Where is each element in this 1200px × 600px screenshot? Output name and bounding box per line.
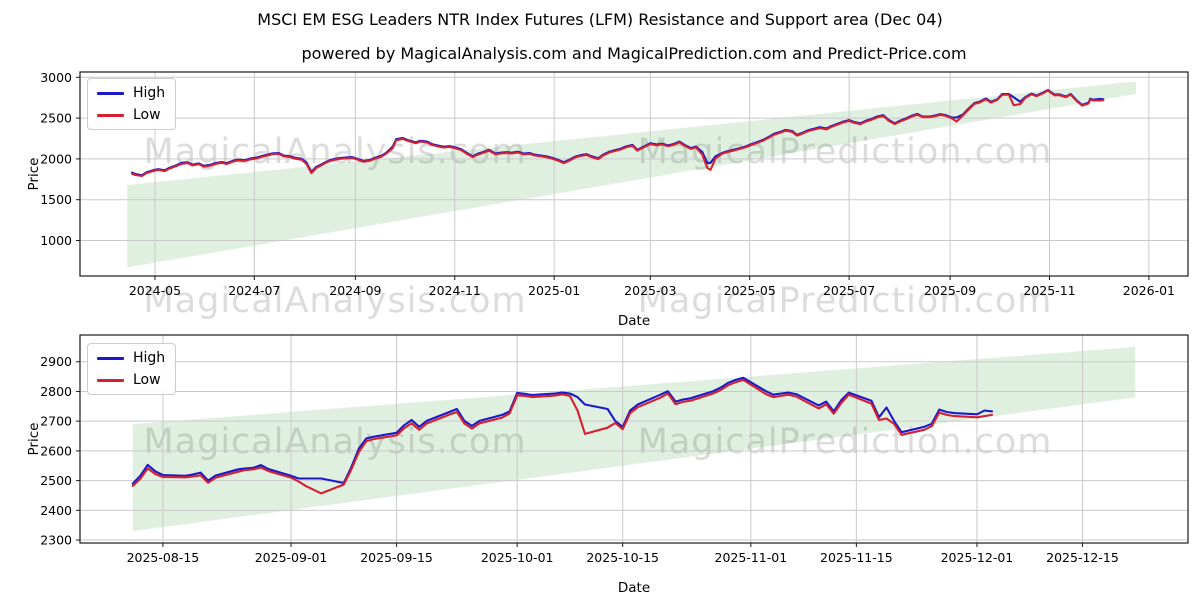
x-tick-label: 2025-12-15 (1046, 550, 1119, 565)
watermark-text: MagicalAnalysis.com (143, 422, 526, 462)
y-tick-label: 2400 (40, 503, 72, 518)
high-line (131, 376, 994, 485)
x-tick-label: 2025-09 (924, 283, 976, 298)
legend-label-high: High (133, 350, 166, 366)
x-tick-label: 2025-11-01 (715, 550, 788, 565)
legend-item-low: Low (97, 371, 165, 389)
x-axis-label: Date (618, 313, 650, 325)
price-chart-recent-detail: 2025-08-15 2025-09-01 2025-09-15 2025-10-01… (26, 334, 1189, 596)
x-tick-label: 2026-01 (1123, 283, 1175, 298)
y-tick-label: 2600 (40, 443, 72, 458)
grid-lines (80, 335, 1188, 543)
high-line-swatch (97, 91, 124, 95)
support-resistance-band (127, 81, 1136, 268)
y-tick-label: 2300 (40, 533, 72, 548)
watermark-text: MagicalAnalysis.com (143, 281, 527, 321)
y-axis-label: Price (26, 423, 42, 456)
tick-labels: 2024-05 2024-07 2024-09 2024-11 2025-01 2025-… (40, 70, 1175, 298)
legend-label-high: High (133, 85, 166, 101)
x-tick-label: 2025-09-15 (360, 550, 433, 565)
y-tick-label: 1500 (40, 192, 72, 207)
low-line (131, 378, 994, 495)
y-tick-label: 2700 (40, 414, 72, 429)
x-tick-label: 2024-09 (329, 283, 381, 298)
tick-labels: 2025-08-15 2025-09-01 2025-09-15 2025-10-01… (40, 354, 1119, 565)
x-tick-label: 2025-10-01 (481, 550, 554, 565)
x-tick-label: 2024-05 (129, 283, 181, 298)
high-line-swatch (97, 356, 124, 360)
x-tick-label: 2025-05 (724, 283, 776, 298)
y-tick-label: 2900 (40, 354, 72, 369)
x-tick-label: 2025-10-15 (586, 550, 659, 565)
legend-item-high: High (97, 349, 165, 367)
x-tick-label: 2025-03 (624, 283, 676, 298)
x-tick-label: 2024-11 (429, 283, 481, 298)
axes-border (79, 334, 1189, 544)
low-line (131, 89, 1105, 178)
legend-label-low: Low (133, 107, 161, 123)
axes-border (79, 71, 1189, 277)
x-tick-label: 2025-12-01 (941, 550, 1014, 565)
low-line-swatch (97, 378, 124, 382)
y-tick-label: 2000 (40, 151, 72, 166)
x-axis-label: Date (618, 580, 650, 596)
legend-top-chart: High Low (87, 78, 177, 130)
y-tick-label: 2500 (40, 473, 72, 488)
legend-item-high: High (97, 84, 165, 102)
low-line-swatch (97, 113, 124, 117)
legend-label-low: Low (133, 372, 161, 388)
x-tick-label: 2025-08-15 (127, 550, 200, 565)
watermark-text: MagicalPrediction.com (637, 281, 1053, 321)
price-chart-full-history: 2024-05 2024-07 2024-09 2024-11 2025-01 2025-… (26, 70, 1189, 325)
legend-bottom-chart: High Low (87, 343, 177, 395)
figure-title: MSCI EM ESG Leaders NTR Index Futures (L… (257, 10, 943, 29)
x-tick-label: 2025-07 (823, 283, 875, 298)
x-tick-label: 2025-01 (528, 283, 580, 298)
x-tick-label: 2025-11-15 (820, 550, 893, 565)
y-tick-label: 2500 (40, 111, 72, 126)
x-tick-label: 2024-07 (228, 283, 280, 298)
x-tick-label: 2025-11 (1023, 283, 1075, 298)
x-tick-label: 2025-09-01 (255, 550, 328, 565)
watermark-text: MagicalPrediction.com (637, 422, 1053, 462)
legend-item-low: Low (97, 106, 165, 124)
y-tick-label: 3000 (40, 70, 72, 85)
figure-subtitle: powered by MagicalAnalysis.com and Magic… (301, 44, 967, 63)
y-tick-label: 2800 (40, 384, 72, 399)
grid-lines (80, 72, 1188, 276)
y-tick-label: 1000 (40, 233, 72, 248)
y-axis-label: Price (26, 158, 42, 191)
support-resistance-band (132, 346, 1136, 532)
